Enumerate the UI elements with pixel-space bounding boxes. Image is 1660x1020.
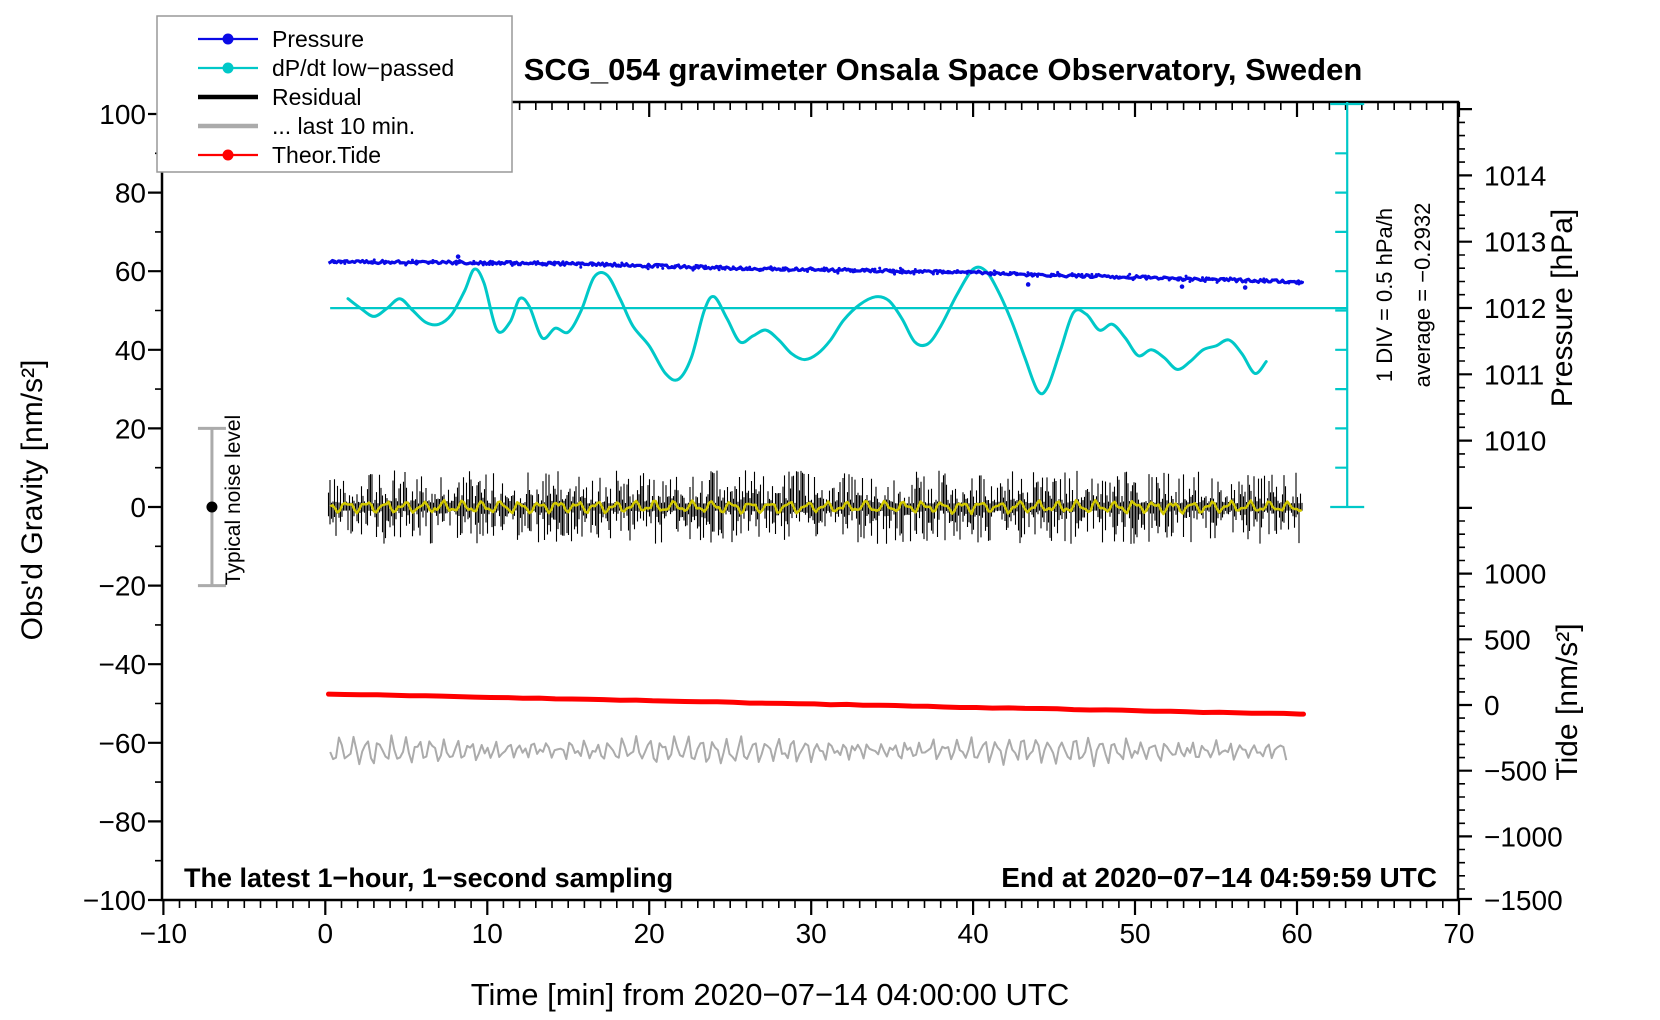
tick-label: 100 <box>99 99 146 130</box>
noise-level-label: Typical noise level <box>222 415 245 585</box>
gravity-axis-ticks: 100 80 60 40 20 0 −20 −40 −60 −80 −100 <box>83 99 162 916</box>
tick-label: 500 <box>1484 624 1531 655</box>
legend-label-pressure: Pressure <box>272 26 364 52</box>
tick-label: −500 <box>1484 756 1547 787</box>
tick-label: −1500 <box>1484 885 1563 916</box>
tick-label: 1010 <box>1484 426 1546 457</box>
legend-box <box>156 15 513 173</box>
tick-label: 1014 <box>1484 160 1546 191</box>
legend-label-dpdt: dP/dt low−passed <box>272 55 454 81</box>
gravity-axis-title: Obs'd Gravity [nm/s²] <box>16 360 49 641</box>
tick-label: 50 <box>1119 918 1150 949</box>
div-scale-note: 1 DIV = 0.5 hPa/h <box>1372 208 1397 382</box>
tick-label: −10 <box>140 918 188 949</box>
tick-label: 40 <box>115 335 146 366</box>
tick-label: 40 <box>958 918 989 949</box>
legend-label-last10: ... last 10 min. <box>272 113 415 139</box>
tick-label: 0 <box>1484 690 1500 721</box>
tick-label: 0 <box>130 492 146 523</box>
legend-label-residual: Residual <box>272 84 362 110</box>
tick-label: 30 <box>796 918 827 949</box>
sampling-note: The latest 1−hour, 1−second sampling <box>184 863 673 893</box>
tick-label: 1011 <box>1484 359 1544 390</box>
pressure-axis-title: Pressure [hPa] <box>1546 209 1579 407</box>
tick-label: −100 <box>83 885 146 916</box>
tick-label: −1000 <box>1484 821 1563 852</box>
x-axis-ticks: −10 0 10 20 30 40 50 60 70 <box>140 102 1475 949</box>
tick-label: −60 <box>99 728 147 759</box>
chart-title: SCG_054 gravimeter Onsala Space Observat… <box>524 52 1363 87</box>
tick-label: 70 <box>1443 918 1474 949</box>
dpdt-scale-bar <box>330 102 1365 509</box>
tick-label: 10 <box>472 918 503 949</box>
end-time-note: End at 2020−07−14 04:59:59 UTC <box>1001 862 1437 893</box>
average-note: average = −0.2932 <box>1410 203 1435 388</box>
tick-label: 20 <box>115 413 146 444</box>
tick-label: 60 <box>1281 918 1312 949</box>
data-series <box>326 254 1306 768</box>
noise-error-bar <box>197 426 226 588</box>
tide-axis-ticks: 1000 500 0 −500 −1000 −1500 <box>1458 506 1563 916</box>
tick-label: 20 <box>634 918 665 949</box>
tick-label: 1000 <box>1484 559 1546 590</box>
pressure-axis-ticks: 1014 1013 1012 1011 1010 <box>1458 108 1546 468</box>
legend-label-tide: Theor.Tide <box>272 142 381 168</box>
tick-label: 1012 <box>1484 293 1546 324</box>
x-axis-title: Time [min] from 2020−07−14 04:00:00 UTC <box>471 977 1070 1012</box>
tick-label: 0 <box>318 918 334 949</box>
tick-label: −40 <box>99 649 147 680</box>
tick-label: 1013 <box>1484 227 1546 258</box>
plot-frame <box>160 100 1460 902</box>
tide-axis-title: Tide [nm/s²] <box>1551 623 1584 780</box>
tick-label: −80 <box>99 806 147 837</box>
tick-label: 80 <box>115 178 146 209</box>
tick-label: 60 <box>115 256 146 287</box>
tick-label: −20 <box>99 571 147 602</box>
